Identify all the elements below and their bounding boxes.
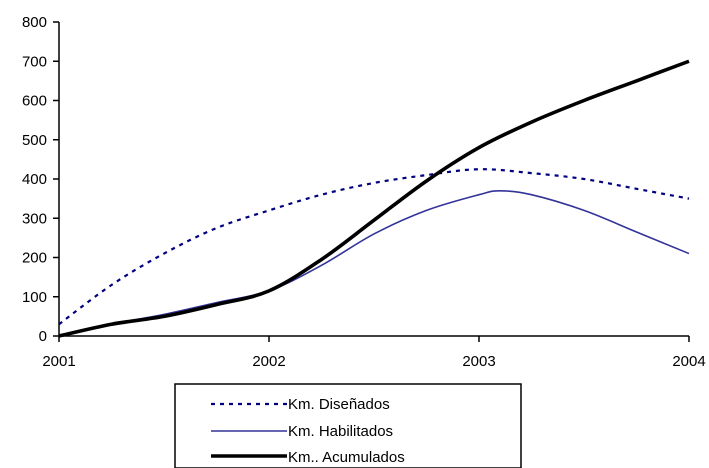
y-tick-label: 400 bbox=[22, 171, 47, 188]
legend-label-km-acumulados: Km.. Acumulados bbox=[288, 449, 405, 466]
x-tick-label: 2004 bbox=[672, 353, 705, 370]
y-ticks: 0 100 200 300 400 500 600 700 800 bbox=[22, 14, 59, 345]
y-tick-label: 300 bbox=[22, 210, 47, 227]
series-line-km-habilitados bbox=[58, 189, 690, 337]
x-tick-label: 2001 bbox=[42, 353, 75, 370]
y-tick-label: 800 bbox=[22, 14, 47, 31]
series-line-km-acumulados bbox=[58, 59, 690, 338]
series-lines bbox=[58, 59, 690, 338]
legend-label-km-disenados: Km. Diseñados bbox=[288, 396, 390, 413]
y-tick-label: 0 bbox=[39, 328, 47, 345]
y-tick-label: 200 bbox=[22, 250, 47, 267]
x-tick-label: 2003 bbox=[462, 353, 495, 370]
legend: Km. Diseñados Km. Habilitados Km.. Acumu… bbox=[174, 383, 522, 468]
x-ticks: 2001 2002 2003 2004 bbox=[42, 336, 706, 370]
y-tick-label: 600 bbox=[22, 93, 47, 110]
x-tick-label: 2002 bbox=[252, 353, 285, 370]
y-tick-label: 500 bbox=[22, 132, 47, 149]
series-line-km-disenados bbox=[58, 168, 690, 326]
legend-label-km-habilitados: Km. Habilitados bbox=[288, 423, 393, 440]
y-tick-label: 700 bbox=[22, 53, 47, 70]
legend-box bbox=[174, 383, 522, 468]
y-tick-label: 100 bbox=[22, 289, 47, 306]
